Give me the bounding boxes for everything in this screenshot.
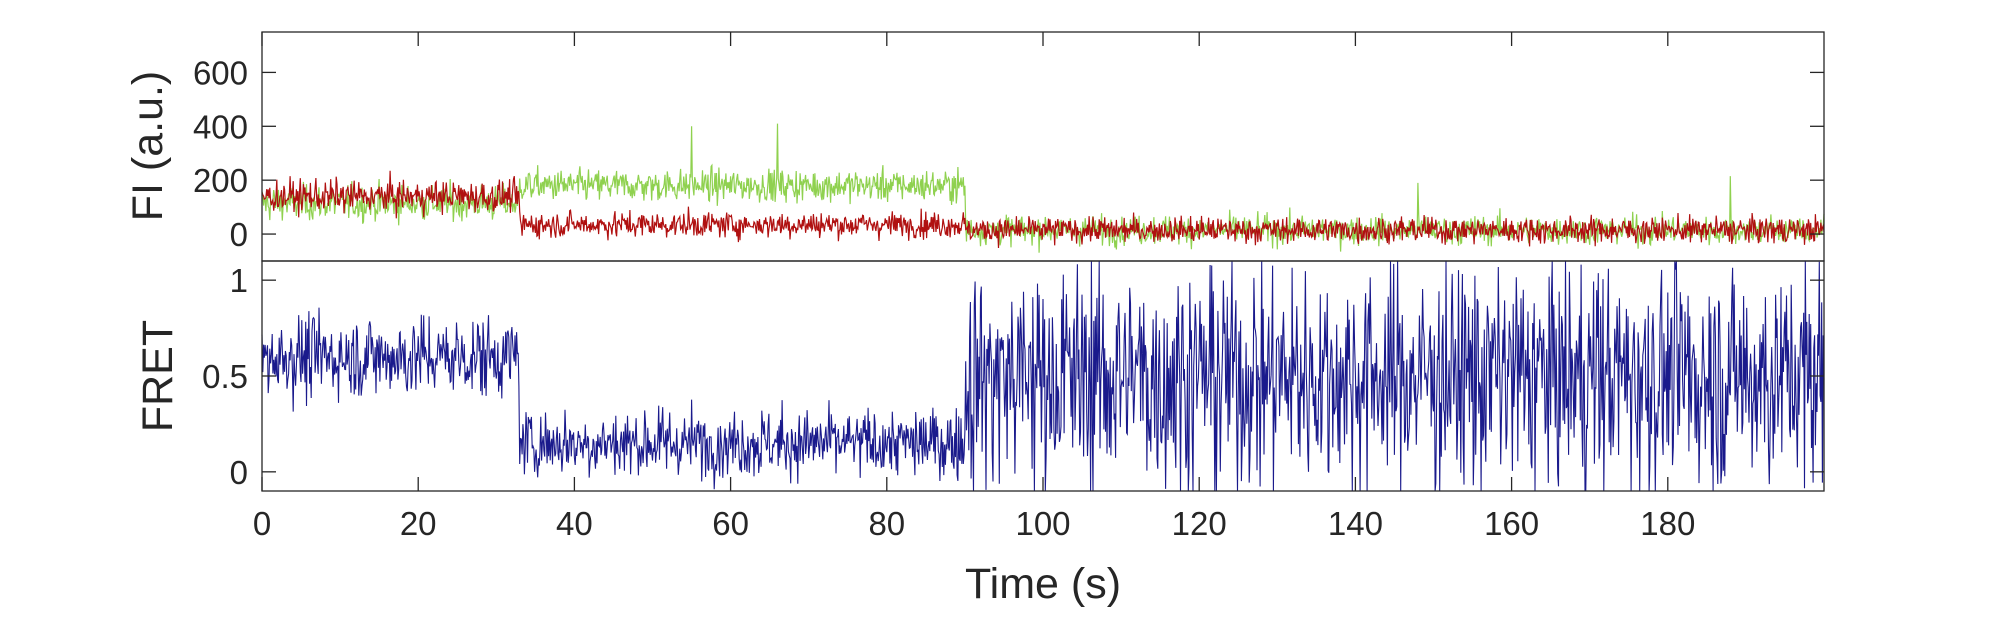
time-x-tick-label: 40 <box>556 505 593 542</box>
fret-y-ticks: 00.51 <box>202 262 1824 491</box>
time-x-ticks: 0 20 40 60 80 100 120 140 160 180 <box>253 32 1695 542</box>
fret-y-tick-label: 1 <box>230 262 248 299</box>
time-x-tick-label: 100 <box>1015 505 1070 542</box>
fret-y-tick-label: 0.5 <box>202 358 248 395</box>
intensity-y-axis-label: FI (a.u.) <box>124 71 172 222</box>
time-x-tick-label: 160 <box>1484 505 1539 542</box>
intensity-panel: 0 200 400 600 FI (a.u.) <box>124 31 1825 262</box>
intensity-series-1 <box>261 170 1825 249</box>
time-x-tick-label: 120 <box>1172 505 1227 542</box>
time-x-axis-label: Time (s) <box>965 560 1121 608</box>
intensity-y-ticks: 0 200 400 600 <box>193 54 1824 253</box>
intensity-y-tick-label: 200 <box>193 162 248 199</box>
intensity-y-tick-label: 600 <box>193 54 248 91</box>
intensity-y-tick-label: 0 <box>230 216 248 253</box>
fret-traces <box>261 260 1825 492</box>
time-x-tick-label: 80 <box>868 505 905 542</box>
intensity-traces <box>261 123 1825 253</box>
intensity-y-tick-label: 400 <box>193 108 248 145</box>
fret-series-0 <box>261 260 1825 492</box>
time-x-tick-label: 20 <box>400 505 437 542</box>
fret-y-tick-label: 0 <box>230 454 248 491</box>
time-x-tick-label: 180 <box>1640 505 1695 542</box>
time-x-tick-label: 0 <box>253 505 271 542</box>
time-x-tick-label: 140 <box>1328 505 1383 542</box>
fret-panel: 00.51 0 20 40 60 80 100 120 140 160 180 FRET Time… <box>134 32 1825 608</box>
time-x-tick-label: 60 <box>712 505 749 542</box>
fret-y-axis-label: FRET <box>134 320 182 432</box>
